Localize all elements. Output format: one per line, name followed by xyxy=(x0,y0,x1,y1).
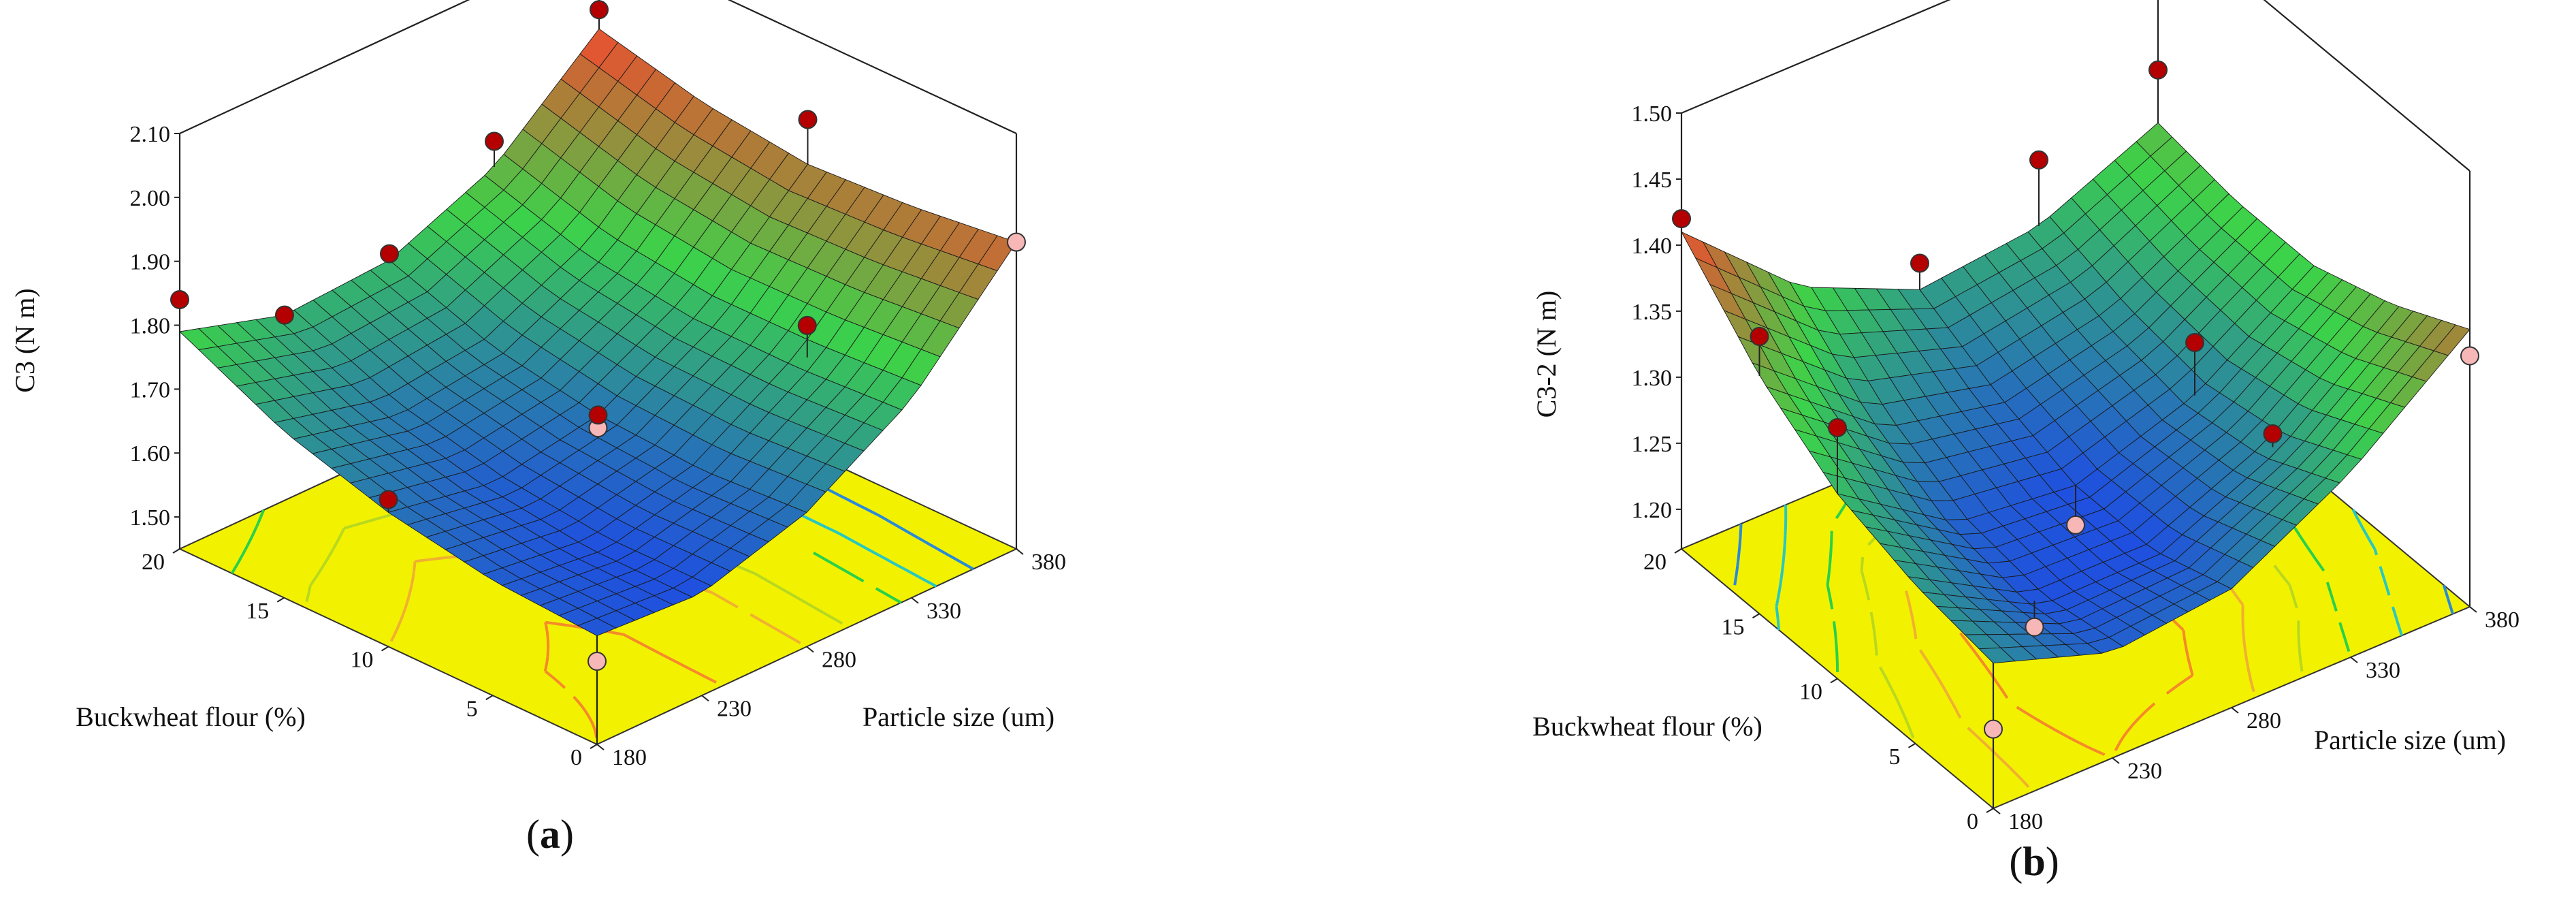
z-tick-label: 1.50 xyxy=(130,505,171,531)
y-tick-mark xyxy=(1830,678,1838,684)
y-tick-mark xyxy=(276,597,285,603)
design-point xyxy=(1984,719,2003,739)
z-tick-label: 1.70 xyxy=(130,377,171,402)
design-point xyxy=(1910,253,1929,273)
y-tick-label: 5 xyxy=(466,696,478,721)
z-tick-label: 1.35 xyxy=(1632,300,1673,325)
y-tick-mark xyxy=(1986,808,1994,813)
x-tick-mark xyxy=(596,744,605,750)
design-point xyxy=(588,405,608,425)
y-tick-label: 10 xyxy=(351,648,374,673)
design-point xyxy=(380,244,399,264)
x-tick-label: 380 xyxy=(2485,607,2519,633)
x-tick-mark xyxy=(806,646,814,653)
design-point xyxy=(485,131,504,151)
x-tick-mark xyxy=(2231,707,2239,714)
design-point xyxy=(1828,418,1847,438)
x-tick-label: 330 xyxy=(2366,658,2400,683)
y-tick-label: 0 xyxy=(570,745,582,770)
y-tick-label: 20 xyxy=(142,550,165,575)
y-tick-label: 15 xyxy=(246,599,269,624)
y-tick-mark xyxy=(172,548,180,554)
x-tick-mark xyxy=(1993,808,2001,815)
y-tick-label: 0 xyxy=(1967,809,1978,834)
panel-a: 1.50 1.60 1.70 1.80 1.90 2.00 2.10 180 230 280 330… xyxy=(10,0,1066,857)
y-tick-label: 15 xyxy=(1722,614,1745,639)
panel-b: 1.20 1.25 1.30 1.35 1.40 1.45 1.50 180 230 280 330… xyxy=(1531,0,2519,884)
y-axis-label-a: Buckwheat flour (%) xyxy=(76,701,306,732)
x-axis-label-b: Particle size (um) xyxy=(2314,725,2506,755)
caption-a: (a) xyxy=(526,812,574,857)
z-axis-label-a: C3 (N m) xyxy=(10,288,40,392)
design-point xyxy=(379,490,398,509)
x-tick-label: 180 xyxy=(612,745,647,770)
y-tick-label: 10 xyxy=(1799,680,1822,705)
x-tick-mark xyxy=(911,597,919,604)
y-tick-label: 5 xyxy=(1889,744,1901,770)
contour-line xyxy=(1733,523,2454,615)
z-tick-label: 1.20 xyxy=(1632,498,1673,523)
x-tick-mark xyxy=(2469,606,2477,613)
x-tick-label: 230 xyxy=(2127,759,2162,784)
x-tick-label: 180 xyxy=(2008,809,2043,834)
x-tick-mark xyxy=(2350,657,2358,663)
caption-b: (b) xyxy=(2009,839,2059,884)
design-point xyxy=(798,110,818,129)
z-tick-label: 2.00 xyxy=(130,186,171,211)
contour-line xyxy=(1775,505,2403,636)
y-tick-mark xyxy=(1907,742,1916,748)
design-point xyxy=(2148,60,2168,80)
y-axis-label-b: Buckwheat flour (%) xyxy=(1532,711,1762,742)
x-tick-mark xyxy=(701,695,709,702)
design-point xyxy=(2066,515,2085,535)
y-tick-mark xyxy=(590,744,598,749)
surface-facet xyxy=(978,235,1017,272)
z-tick-label: 1.50 xyxy=(1632,101,1673,127)
z-tick-label: 1.25 xyxy=(1632,432,1673,457)
box-edge xyxy=(179,0,470,134)
z-tick-label: 1.40 xyxy=(1632,234,1673,259)
x-tick-label: 230 xyxy=(717,696,752,721)
box-edge xyxy=(2263,0,2470,172)
design-point xyxy=(590,0,609,20)
design-point xyxy=(2029,150,2048,170)
x-tick-mark xyxy=(2112,757,2120,764)
design-point xyxy=(797,315,817,335)
surface-facet xyxy=(2433,324,2470,356)
y-tick-mark xyxy=(381,646,389,652)
design-point xyxy=(2263,424,2283,444)
box-edge xyxy=(727,0,1017,134)
x-tick-label: 280 xyxy=(2247,708,2281,733)
x-axis-label-a: Particle size (um) xyxy=(863,701,1054,732)
box-edge xyxy=(1681,0,1951,114)
design-point xyxy=(1672,209,1691,229)
z-axis-label-b: C3-2 (N m) xyxy=(1531,291,1562,418)
y-tick-mark xyxy=(485,695,494,701)
z-tick-label: 2.10 xyxy=(130,122,171,147)
z-tick-label: 1.80 xyxy=(130,314,171,339)
design-point xyxy=(170,290,189,309)
design-point xyxy=(2185,332,2204,352)
y-tick-mark xyxy=(1674,548,1682,554)
design-point xyxy=(1007,232,1026,252)
y-tick-mark xyxy=(1752,613,1760,619)
x-tick-mark xyxy=(1016,548,1024,555)
design-point xyxy=(2460,346,2479,366)
z-tick-label: 1.60 xyxy=(130,441,171,467)
design-point xyxy=(587,652,607,671)
z-tick-label: 1.90 xyxy=(130,250,171,275)
design-point xyxy=(275,305,294,325)
z-tick-label: 1.45 xyxy=(1632,168,1673,193)
x-tick-label: 330 xyxy=(927,599,961,624)
x-tick-label: 280 xyxy=(822,648,856,673)
y-tick-label: 20 xyxy=(1643,550,1667,575)
design-point xyxy=(1750,326,1769,346)
design-point xyxy=(2025,617,2044,637)
z-tick-label: 1.30 xyxy=(1632,366,1673,391)
x-tick-label: 380 xyxy=(1031,550,1066,575)
